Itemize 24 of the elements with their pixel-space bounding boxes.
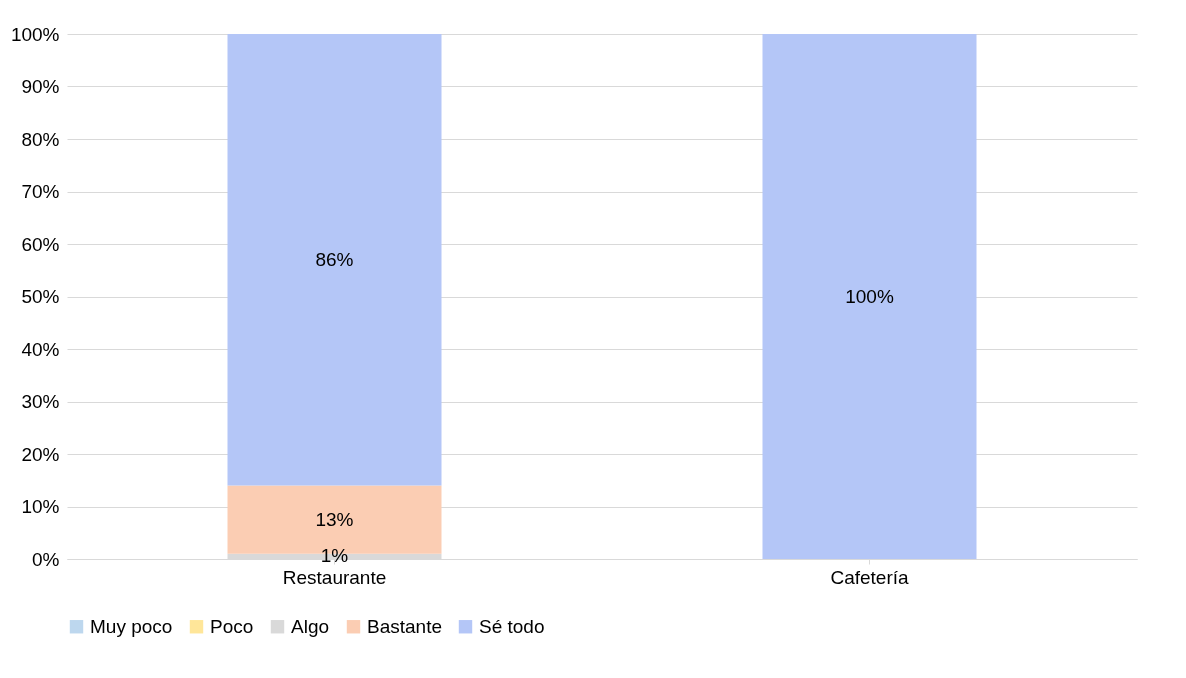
bar bbox=[762, 34, 977, 559]
x-tick-label: Restaurante bbox=[282, 566, 387, 588]
data-label: 13% bbox=[315, 508, 354, 530]
y-tick-label: 70% bbox=[21, 181, 60, 202]
x-tick-label: Cafetería bbox=[830, 566, 910, 588]
data-label: 86% bbox=[315, 248, 354, 270]
legend-label: Bastante bbox=[367, 615, 442, 637]
y-tick-label: 20% bbox=[21, 443, 60, 465]
legend-label: Sé todo bbox=[479, 615, 545, 637]
data-label: 100% bbox=[845, 285, 894, 307]
y-tick-label: 100% bbox=[10, 23, 60, 45]
y-tick-label: 60% bbox=[21, 233, 60, 255]
y-tick-label: 10% bbox=[21, 496, 60, 517]
y-tick-label: 80% bbox=[21, 128, 60, 150]
legend-label: Poco bbox=[210, 615, 254, 637]
data-label: 1% bbox=[320, 545, 349, 567]
legend-label: Algo bbox=[291, 615, 330, 637]
y-tick-label: 0% bbox=[32, 548, 60, 570]
y-tick-label: 30% bbox=[21, 391, 60, 412]
bar bbox=[227, 34, 442, 486]
y-tick-label: 40% bbox=[21, 338, 60, 360]
legend-label: Muy poco bbox=[90, 615, 173, 637]
y-tick-label: 50% bbox=[21, 286, 60, 307]
y-tick-label: 90% bbox=[21, 76, 60, 97]
